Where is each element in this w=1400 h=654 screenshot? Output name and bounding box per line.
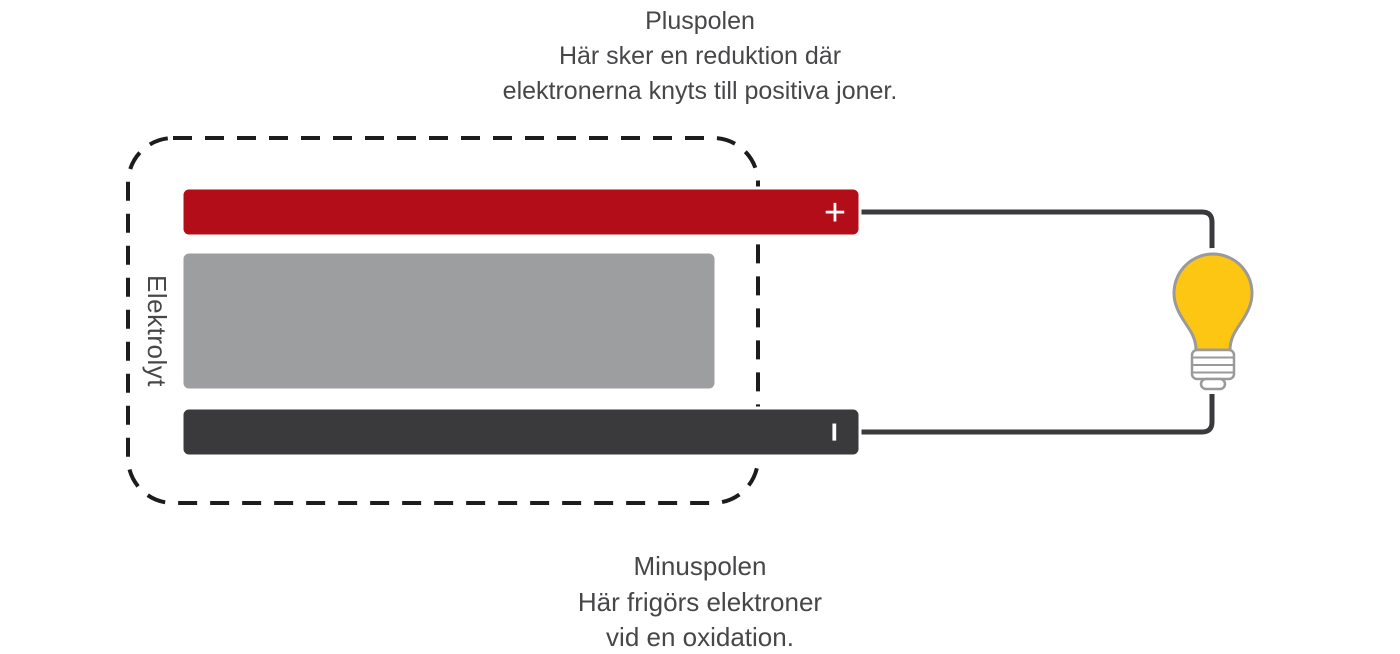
minuspolen-caption: Minuspolen Här frigörs elektroner vid en… bbox=[578, 551, 823, 652]
minuspolen-description-line2: vid en oxidation. bbox=[606, 622, 794, 652]
minuspolen-title: Minuspolen bbox=[634, 551, 767, 581]
plus-terminal-symbol: + bbox=[824, 192, 846, 234]
pluspolen-caption: Pluspolen Här sker en reduktion där elek… bbox=[503, 7, 898, 105]
pluspolen-description-line2: elektronerna knyts till positiva joner. bbox=[503, 77, 898, 105]
wire-positive bbox=[861, 209, 1215, 258]
negative-electrode-bar bbox=[180, 406, 862, 458]
minus-terminal-symbol: − bbox=[815, 422, 853, 442]
minuspolen-description-line1: Här frigörs elektroner bbox=[578, 587, 823, 617]
bulb-base-tip bbox=[1199, 377, 1227, 391]
wire-negative bbox=[861, 385, 1215, 435]
bulb-glass bbox=[1172, 252, 1254, 352]
electrolyte-dashed-border bbox=[126, 136, 760, 505]
positive-electrode-bar bbox=[180, 186, 862, 238]
pluspolen-description-line1: Här sker en reduktion där bbox=[559, 42, 841, 70]
electrolyte-label: Elektrolyt bbox=[142, 275, 172, 387]
light-bulb bbox=[1168, 248, 1258, 394]
pluspolen-title: Pluspolen bbox=[645, 7, 755, 35]
separator-bar bbox=[180, 250, 718, 392]
